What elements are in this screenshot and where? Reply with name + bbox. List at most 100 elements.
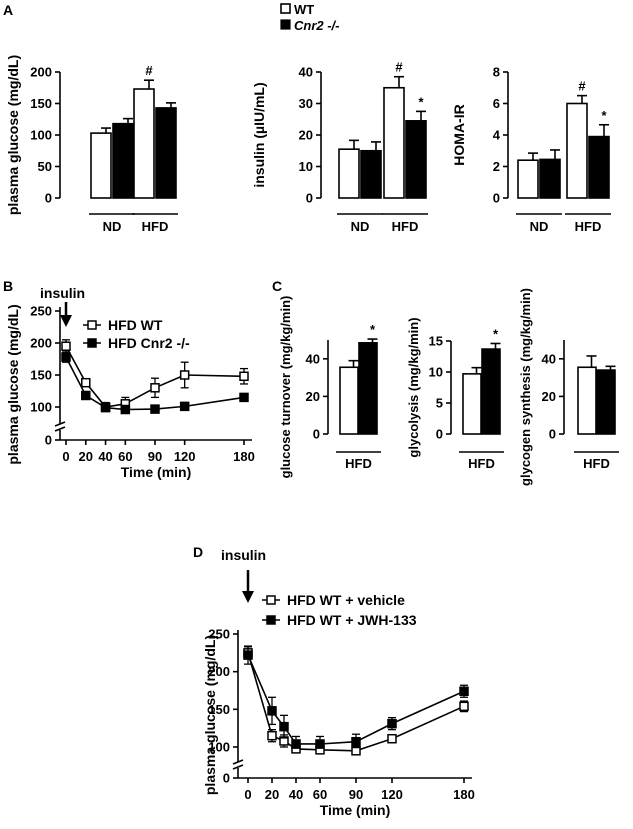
y-tick-label: 0	[223, 771, 230, 786]
category-label: HFD	[142, 219, 169, 234]
legend-marker	[266, 595, 276, 605]
chart-itt-hfd: 0 100 150 200 250 0 20 40 60 90 120 180 Time (min) pl…	[5, 285, 255, 480]
legend-marker	[87, 320, 97, 330]
y-tick-label: 200	[30, 336, 52, 351]
legend-label: HFD WT + vehicle	[287, 592, 405, 608]
category-label: HFD	[575, 219, 602, 234]
data-point	[315, 739, 325, 749]
y-tick-label: 0	[436, 427, 443, 442]
x-tick-label: 60	[118, 449, 132, 464]
legend-label: HFD WT + JWH-133	[287, 612, 417, 628]
data-point	[179, 370, 190, 380]
chart-glycogen-synthesis: 0 20 40 glycogen synthesis (mg/kg/min) HFD	[518, 288, 619, 486]
x-tick-label: 0	[244, 787, 251, 802]
bar	[566, 102, 588, 199]
y-axis-label: HOMA-IR	[451, 104, 467, 165]
data-point	[459, 701, 469, 712]
y-tick-label: 0	[313, 427, 320, 442]
data-point	[387, 733, 397, 744]
chart-glucose-turnover: 0 20 40 glucose turnover (mg/kg/min) * HFD	[278, 296, 381, 479]
x-tick-label: 60	[313, 787, 327, 802]
legend-label: HFD Cnr2 -/-	[108, 335, 190, 351]
category-label: HFD	[392, 219, 419, 234]
x-tick-label: 40	[98, 449, 112, 464]
y-axis-label: plasma glucose (mg/dL)	[5, 304, 21, 464]
axis-break	[232, 764, 244, 770]
data-point	[279, 721, 289, 732]
y-tick-label: 150	[208, 702, 230, 717]
chart-plasma-glucose: 0 50 100 150 200 plasma glucose (mg/dL) ND # HFD	[5, 55, 178, 234]
legend-ko-swatch	[280, 19, 291, 30]
y-axis-label: plasma glucose (mg/dL)	[202, 635, 218, 795]
y-axis-label: glycolysis (mg/kg/min)	[406, 317, 421, 457]
bar	[539, 158, 561, 199]
legend-wt-swatch	[280, 3, 291, 14]
bar	[90, 132, 112, 199]
significance-mark: *	[418, 94, 424, 109]
y-axis-label: insulin (µIU/mL)	[251, 82, 267, 187]
y-tick-label: 5	[436, 396, 443, 411]
x-axis-label: Time (min)	[320, 802, 391, 818]
y-tick-label: 20	[306, 389, 320, 404]
insulin-arrow-head	[60, 315, 72, 327]
legend-label: HFD WT	[108, 317, 163, 333]
y-tick-label: 0	[549, 427, 556, 442]
data-point	[81, 390, 91, 401]
y-tick-label: 6	[493, 96, 500, 111]
y-tick-label: 4	[493, 128, 501, 143]
bar	[588, 135, 610, 199]
category-label: ND	[103, 219, 122, 234]
legend-ko-label: Cnr2 -/-	[294, 18, 340, 33]
x-tick-label: 0	[62, 449, 69, 464]
y-tick-label: 10	[299, 159, 313, 174]
y-tick-label: 40	[299, 65, 313, 80]
bar	[360, 149, 382, 199]
y-tick-label: 2	[493, 159, 500, 174]
bar	[112, 122, 134, 199]
data-point	[239, 371, 249, 382]
significance-mark: #	[395, 60, 403, 75]
bar	[358, 342, 378, 435]
bar	[462, 373, 482, 435]
x-axis-label: Time (min)	[121, 464, 192, 480]
chart-insulin: 0 10 20 30 40 insulin (µIU/mL) ND # * HFD	[251, 60, 428, 234]
data-point	[120, 404, 131, 415]
chart-glycolysis: 0 5 10 15 glycolysis (mg/kg/min) * HFD	[406, 317, 504, 471]
x-tick-label: 90	[148, 449, 162, 464]
y-tick-label: 15	[429, 334, 443, 349]
y-tick-label: 30	[299, 96, 313, 111]
category-label: ND	[351, 219, 370, 234]
y-tick-label: 250	[30, 304, 52, 319]
y-tick-label: 100	[30, 400, 52, 415]
panel-label-d: D	[193, 544, 203, 560]
bar	[133, 88, 155, 199]
y-axis-label: glucose turnover (mg/kg/min)	[278, 296, 293, 479]
insulin-arrow-head	[242, 591, 254, 603]
axis-break	[232, 759, 244, 765]
y-tick-label: 10	[429, 365, 443, 380]
y-tick-label: 0	[45, 433, 52, 448]
axis-break	[54, 426, 66, 432]
y-tick-label: 40	[306, 351, 320, 366]
data-point	[267, 706, 277, 716]
y-tick-label: 8	[493, 65, 500, 80]
y-tick-label: 0	[45, 191, 52, 206]
data-point	[243, 650, 253, 660]
data-point	[150, 404, 160, 414]
data-point	[100, 402, 111, 413]
data-point	[61, 352, 71, 362]
y-tick-label: 250	[208, 627, 230, 642]
y-tick-label: 50	[38, 159, 52, 174]
bar	[338, 148, 360, 199]
significance-mark: #	[578, 79, 586, 94]
y-tick-label: 0	[493, 191, 500, 206]
bar	[596, 369, 616, 435]
insulin-label: insulin	[40, 285, 85, 301]
category-label: HFD	[345, 456, 372, 471]
significance-mark: *	[370, 322, 376, 337]
legend-marker	[87, 338, 97, 348]
y-tick-label: 150	[30, 96, 52, 111]
y-tick-label: 100	[30, 128, 52, 143]
insulin-label: insulin	[221, 547, 266, 563]
